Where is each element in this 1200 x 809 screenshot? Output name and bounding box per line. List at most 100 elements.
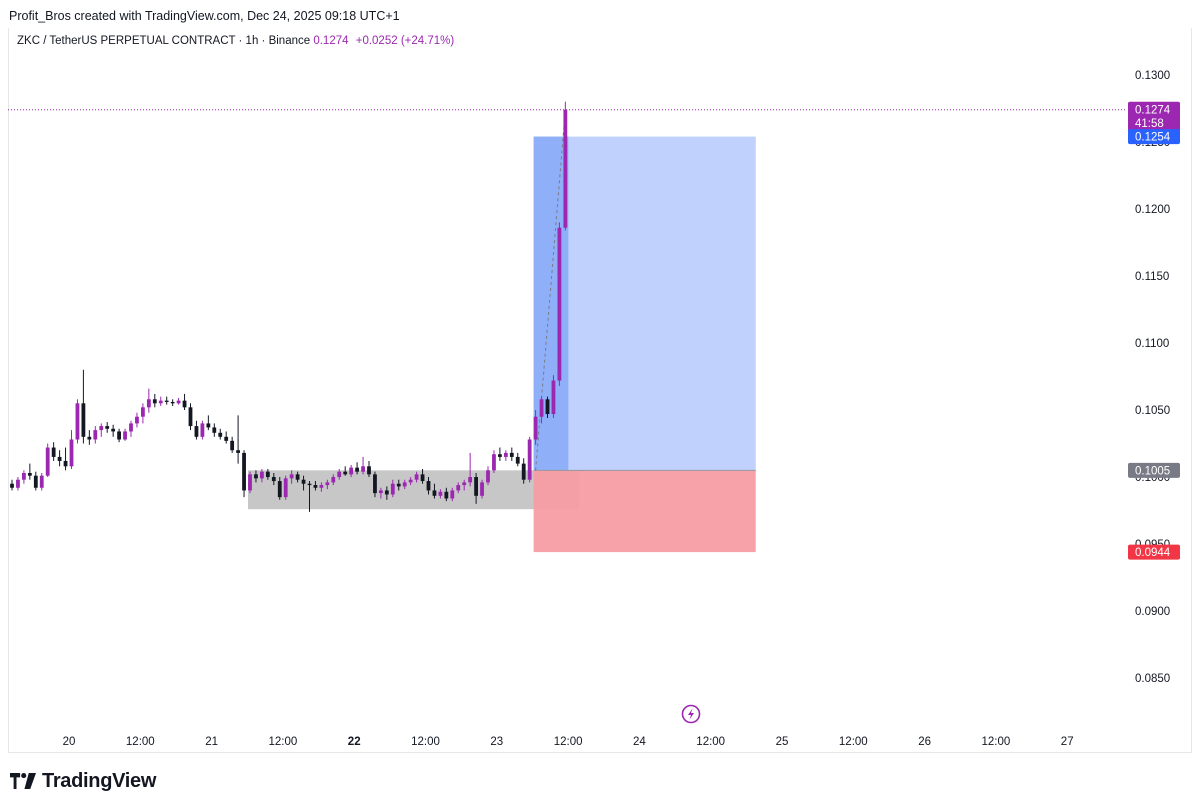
price-label-target: 0.1254 [1128,129,1180,145]
candle-body [87,436,92,440]
candle-body [349,467,354,475]
candle-body [474,477,478,496]
candle-body [57,456,62,461]
candle-body [379,490,383,494]
candle-body [81,403,86,437]
candle-body [93,430,98,440]
candle-body [242,452,246,491]
candle-body [16,479,20,488]
candle-body [289,474,294,479]
candle-body [492,454,496,471]
candle-body [503,452,508,457]
tradingview-logo-icon [10,773,36,789]
candle-body [33,475,38,488]
candle-body [123,431,127,440]
candle-body [527,439,532,480]
candle-body [498,454,502,457]
candle-body [164,400,169,402]
candles-group [10,101,568,512]
candle-body [367,466,371,475]
candle-body [509,452,514,457]
candle-body [105,426,110,429]
price-label-stop: 0.0944 [1128,544,1180,560]
brand-name: TradingView [42,769,157,792]
candle-body [75,403,80,440]
candle-body [414,474,419,480]
x-tick-label: 24 [633,736,646,748]
price-label-bg [1128,101,1180,132]
x-tick-label: 25 [776,736,789,748]
position-loss-zone [533,470,756,553]
x-tick-label: 12:00 [982,736,1011,748]
candle-body [480,482,484,496]
candle-body [325,482,330,486]
candle-body [277,481,282,498]
legend-price: 0.1274 [313,35,349,47]
candle-body [384,490,389,495]
price-label-current: 0.1274 41:58 [1128,101,1180,132]
candle-body [444,491,449,499]
candle-body [63,460,68,467]
candle-body [27,473,32,476]
symbol-title: ZKC / TetherUS PERPETUAL CONTRACT · 1h ·… [17,35,311,47]
candle-body [456,485,461,491]
candle-body [170,401,175,404]
candle-body [515,456,520,464]
x-tick-label: 23 [490,736,503,748]
price-label-bg [1128,462,1180,478]
candle-body [396,483,401,487]
candle-body [551,380,556,415]
candle-body [236,450,240,453]
position-profit-zone [533,136,756,471]
candle-body [313,485,318,488]
candle-body [194,426,199,437]
price-label-text: 0.1005 [1135,465,1170,477]
candle-body [301,479,306,484]
candle-body [563,109,568,228]
x-tick-label: 12:00 [696,736,725,748]
candle-body [295,474,300,480]
candle-body [533,416,538,440]
symbol-legend[interactable]: ZKC / TetherUS PERPETUAL CONTRACT · 1h ·… [17,35,454,47]
position-profit-filled [533,136,569,471]
candle-body [420,474,425,482]
x-tick-label: 20 [63,736,76,748]
candle-body [111,428,116,432]
candle-body [117,431,121,440]
candle-body [331,477,336,483]
price-label-countdown: 41:58 [1135,118,1164,130]
candle-body [200,423,205,437]
price-label-text: 0.1274 [1135,104,1171,116]
candle-body [45,447,50,476]
candle-body [10,483,14,488]
candle-body [283,478,288,498]
candle-body [426,481,431,491]
candle-body [206,423,211,428]
candle-body [224,436,229,441]
event-lightning-icon[interactable] [681,704,701,724]
candle-body [402,482,407,487]
candle-body [432,490,437,496]
candle-body [265,471,270,478]
tradingview-logo[interactable]: TradingView [10,768,156,794]
legend-change: +0.0252 (+24.71%) [355,35,455,47]
candle-body [462,482,467,486]
price-label-bg [1128,129,1180,145]
candle-body [486,470,490,483]
candle-body [248,474,252,491]
candle-body [218,432,223,437]
y-tick-label: 0.1100 [1135,338,1169,350]
candle-body [254,474,258,479]
candle-body [319,485,324,488]
price-label-text: 0.0944 [1135,547,1171,559]
x-tick-label: 26 [918,736,931,748]
candle-body [545,399,550,415]
candle-body [129,423,133,432]
x-tick-label: 12:00 [126,736,155,748]
chart-attribution: Profit_Bros created with TradingView.com… [9,9,400,23]
candle-body [176,400,181,404]
price-label-text: 0.1254 [1135,132,1171,144]
candle-body [39,475,44,488]
x-tick-label: 27 [1061,736,1074,748]
